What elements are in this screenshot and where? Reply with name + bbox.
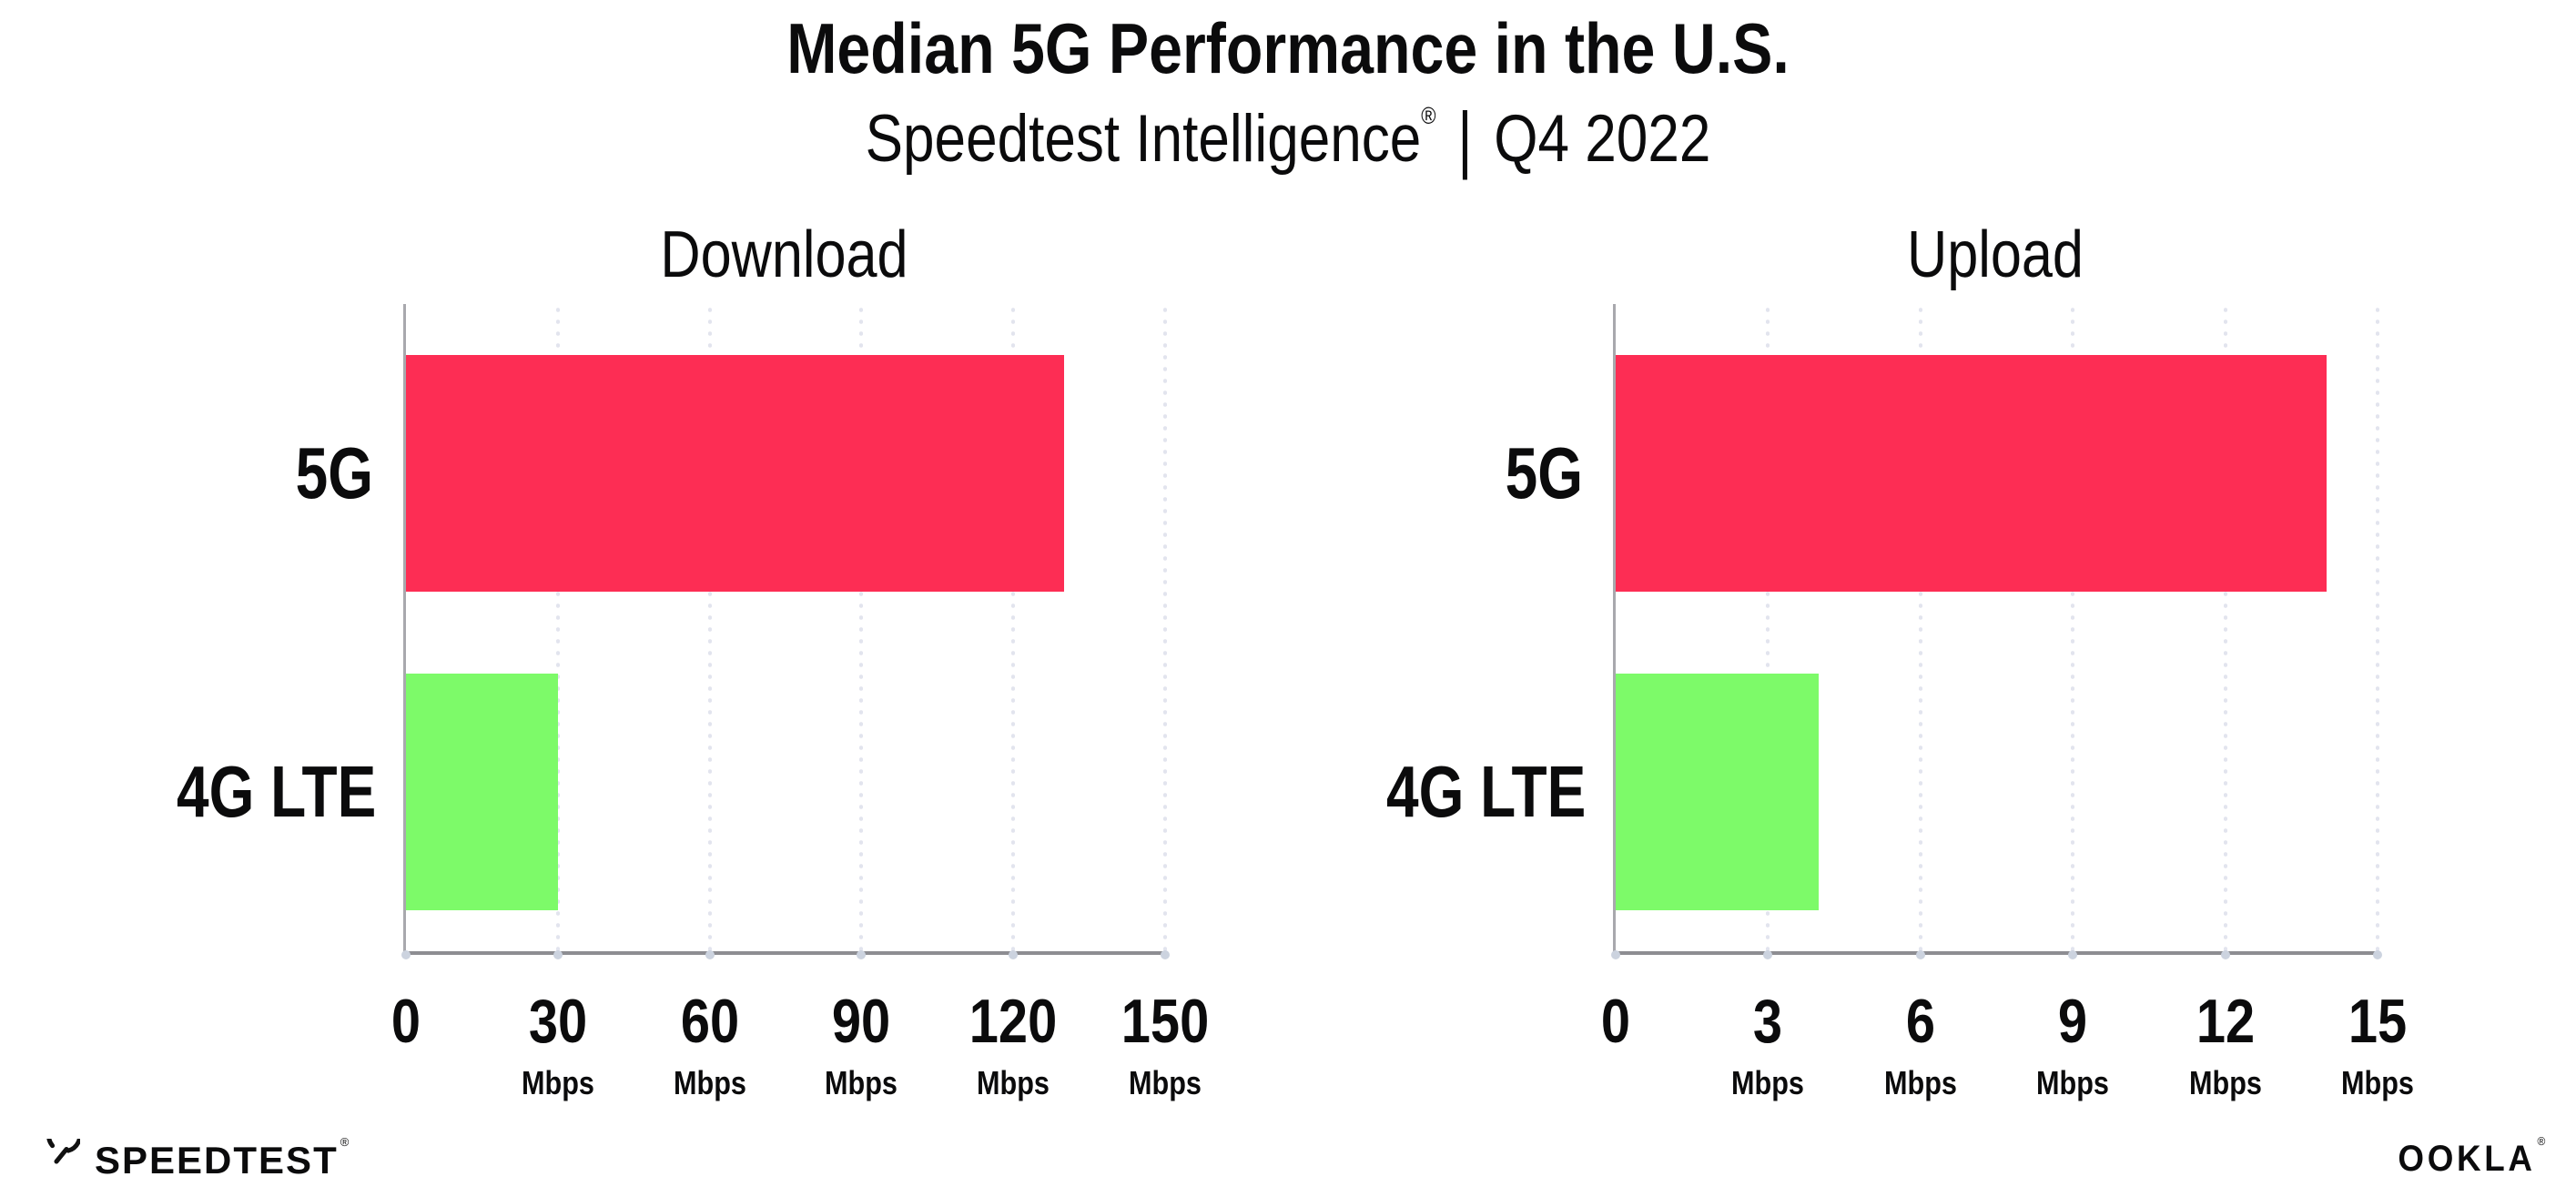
axis-tick-mark	[553, 950, 563, 959]
upload-plot-area	[1611, 304, 2382, 959]
bar-4g-lte	[406, 674, 558, 910]
download-chart-title: Download	[660, 218, 908, 291]
x-tick-label: 150 Mbps	[1121, 990, 1209, 1100]
axis-tick-mark	[2220, 950, 2230, 959]
x-tick-unit: Mbps	[2341, 1064, 2414, 1101]
y-axis-label-5g: 5G	[295, 432, 373, 513]
axis-tick-mark	[857, 950, 867, 959]
x-tick-label: 6 Mbps	[1884, 990, 1957, 1100]
x-tick-unit: Mbps	[2188, 1064, 2262, 1101]
axis-tick-mark	[1915, 950, 1925, 959]
x-tick-unit: Mbps	[1129, 1064, 1202, 1101]
x-tick-label: 12 Mbps	[2189, 990, 2262, 1100]
gridline	[1766, 304, 1770, 951]
axis-tick-mark	[1611, 950, 1620, 959]
gridline	[1163, 304, 1167, 951]
gridline	[2376, 304, 2379, 951]
x-tick-value: 0	[1600, 987, 1631, 1056]
x-tick-unit: Mbps	[825, 1064, 898, 1101]
x-tick-value: 120	[969, 987, 1058, 1056]
x-tick-value: 0	[390, 987, 421, 1056]
gridline	[2223, 304, 2227, 951]
x-tick-label: 15 Mbps	[2341, 990, 2414, 1100]
x-tick-label: 120 Mbps	[969, 990, 1057, 1100]
x-tick-unit: Mbps	[673, 1064, 746, 1101]
x-tick-label: 90 Mbps	[825, 990, 898, 1100]
axis-tick-mark	[1009, 950, 1019, 959]
x-tick-unit: Mbps	[977, 1064, 1050, 1101]
x-tick-value: 12	[2196, 987, 2255, 1056]
gridline	[2071, 304, 2075, 951]
upload-chart-title: Upload	[1907, 218, 2084, 291]
upload-x-axis: 0 3 Mbps 6 Mbps 9 Mbps 12 Mbps 15 Mbps	[1601, 990, 2414, 1127]
x-tick-unit: Mbps	[2036, 1064, 2110, 1101]
gridline	[1918, 304, 1922, 951]
ookla-logo: OOKLA ®	[2398, 1135, 2549, 1179]
speedtest-gauge-icon	[36, 1139, 80, 1182]
x-tick-value: 3	[1753, 987, 1783, 1056]
x-tick-label: 3 Mbps	[1731, 990, 1804, 1100]
gridline	[555, 304, 560, 951]
speedtest-registered-mark: ®	[340, 1135, 351, 1149]
gridline	[1011, 304, 1016, 951]
registered-mark: ®	[1421, 102, 1436, 129]
speedtest-logo: SPEEDTEST ®	[36, 1136, 350, 1182]
x-tick-value: 15	[2348, 987, 2408, 1056]
page-title: Median 5G Performance in the U.S.	[786, 8, 1790, 88]
x-tick-value: 60	[680, 987, 739, 1056]
subtitle-separator: |	[1457, 97, 1473, 180]
x-tick-unit: Mbps	[1883, 1064, 1957, 1101]
ookla-label: OOKLA	[2398, 1139, 2536, 1179]
bar-5g	[1616, 355, 2328, 592]
y-axis-label-4g-lte: 4G LTE	[1386, 751, 1587, 832]
subtitle-period: Q4 2022	[1494, 102, 1711, 176]
x-tick-label: 60 Mbps	[674, 990, 746, 1100]
axis-tick-mark	[1763, 950, 1773, 959]
x-tick-label: 0	[391, 990, 421, 1052]
axis-tick-mark	[705, 950, 715, 959]
axis-tick-mark	[1161, 950, 1170, 959]
x-tick-unit: Mbps	[521, 1064, 594, 1101]
x-tick-label: 30 Mbps	[522, 990, 594, 1100]
ookla-registered-mark: ®	[2537, 1134, 2549, 1148]
y-axis-label-5g: 5G	[1505, 432, 1583, 513]
bar-5g	[406, 355, 1064, 592]
gridline	[707, 304, 712, 951]
x-tick-value: 90	[832, 987, 891, 1056]
axis-tick-mark	[2068, 950, 2078, 959]
speedtest-label: SPEEDTEST	[95, 1139, 339, 1182]
x-tick-label: 0	[1601, 990, 1630, 1052]
speedtest-wordmark: SPEEDTEST ®	[95, 1136, 350, 1182]
axis-tick-mark	[401, 950, 411, 959]
x-tick-value: 9	[2058, 987, 2088, 1056]
x-tick-unit: Mbps	[1731, 1064, 1805, 1101]
x-tick-label: 9 Mbps	[2036, 990, 2109, 1100]
x-tick-value: 30	[528, 987, 587, 1056]
page-subtitle: Speedtest Intelligence® | Q4 2022	[193, 102, 2383, 177]
x-tick-value: 6	[1905, 987, 1935, 1056]
bar-4g-lte	[1616, 674, 1820, 910]
download-plot-area	[401, 304, 1170, 959]
download-x-axis: 0 30 Mbps 60 Mbps 90 Mbps 120 Mbps 150 Mbps	[391, 990, 1209, 1127]
subtitle-brand: Speedtest Intelligence	[865, 102, 1422, 176]
gridline	[859, 304, 864, 951]
axis-tick-mark	[2373, 950, 2382, 959]
y-axis-label-4g-lte: 4G LTE	[177, 751, 377, 832]
x-tick-value: 150	[1121, 987, 1210, 1056]
